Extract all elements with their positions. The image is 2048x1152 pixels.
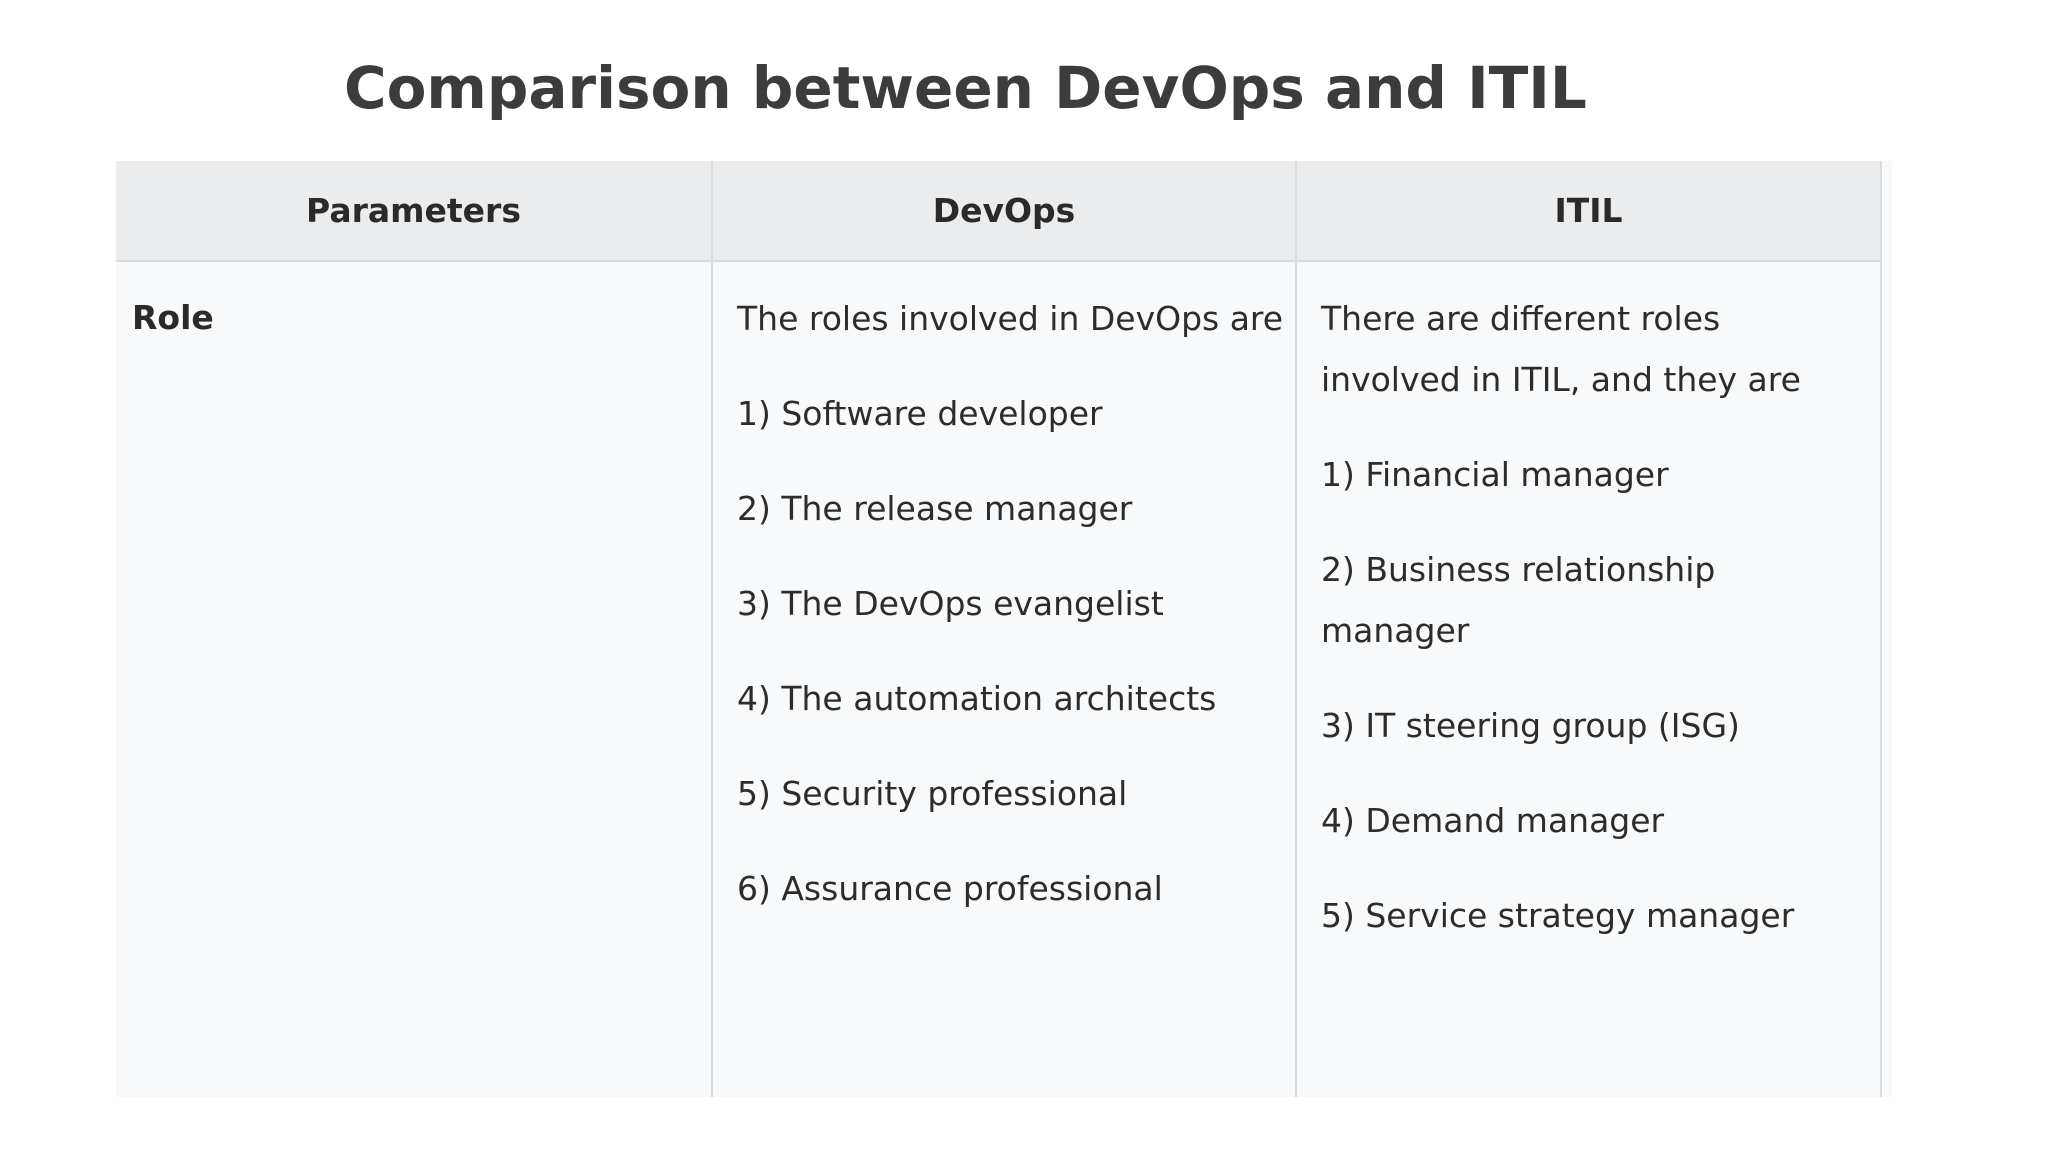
devops-role-item: 6) Assurance professional	[737, 869, 1163, 908]
devops-role-item: 3) The DevOps evangelist	[737, 584, 1164, 623]
itil-intro-text: There are different roles involved in IT…	[1321, 299, 1801, 399]
itil-role-item: 5) Service strategy manager	[1321, 896, 1795, 935]
table-row: Role The roles involved in DevOps are 1)…	[116, 261, 1882, 1097]
parameter-label: Role	[132, 298, 214, 337]
devops-intro-text: The roles involved in DevOps are	[737, 299, 1284, 338]
itil-cell: There are different roles involved in IT…	[1296, 261, 1882, 1097]
devops-cell: The roles involved in DevOps are 1) Soft…	[712, 261, 1297, 1097]
itil-role-item: 2) Business relationship manager	[1321, 550, 1716, 650]
page-title: Comparison between DevOps and ITIL	[344, 54, 1587, 122]
header-parameters: Parameters	[116, 161, 713, 262]
header-itil: ITIL	[1296, 161, 1882, 262]
parameter-cell: Role	[116, 261, 713, 1097]
itil-role-item: 4) Demand manager	[1321, 801, 1665, 840]
comparison-table: Parameters DevOps ITIL Role The roles in…	[116, 161, 1882, 1097]
itil-role-item: 3) IT steering group (ISG)	[1321, 706, 1740, 745]
devops-role-item: 4) The automation architects	[737, 679, 1217, 718]
itil-role-item: 1) Financial manager	[1321, 455, 1669, 494]
devops-role-item: 2) The release manager	[737, 489, 1133, 528]
header-devops: DevOps	[712, 161, 1297, 262]
devops-role-item: 5) Security professional	[737, 774, 1128, 813]
table-header-row: Parameters DevOps ITIL	[116, 161, 1882, 262]
comparison-table-container: Parameters DevOps ITIL Role The roles in…	[116, 161, 1892, 1097]
devops-role-item: 1) Software developer	[737, 394, 1103, 433]
